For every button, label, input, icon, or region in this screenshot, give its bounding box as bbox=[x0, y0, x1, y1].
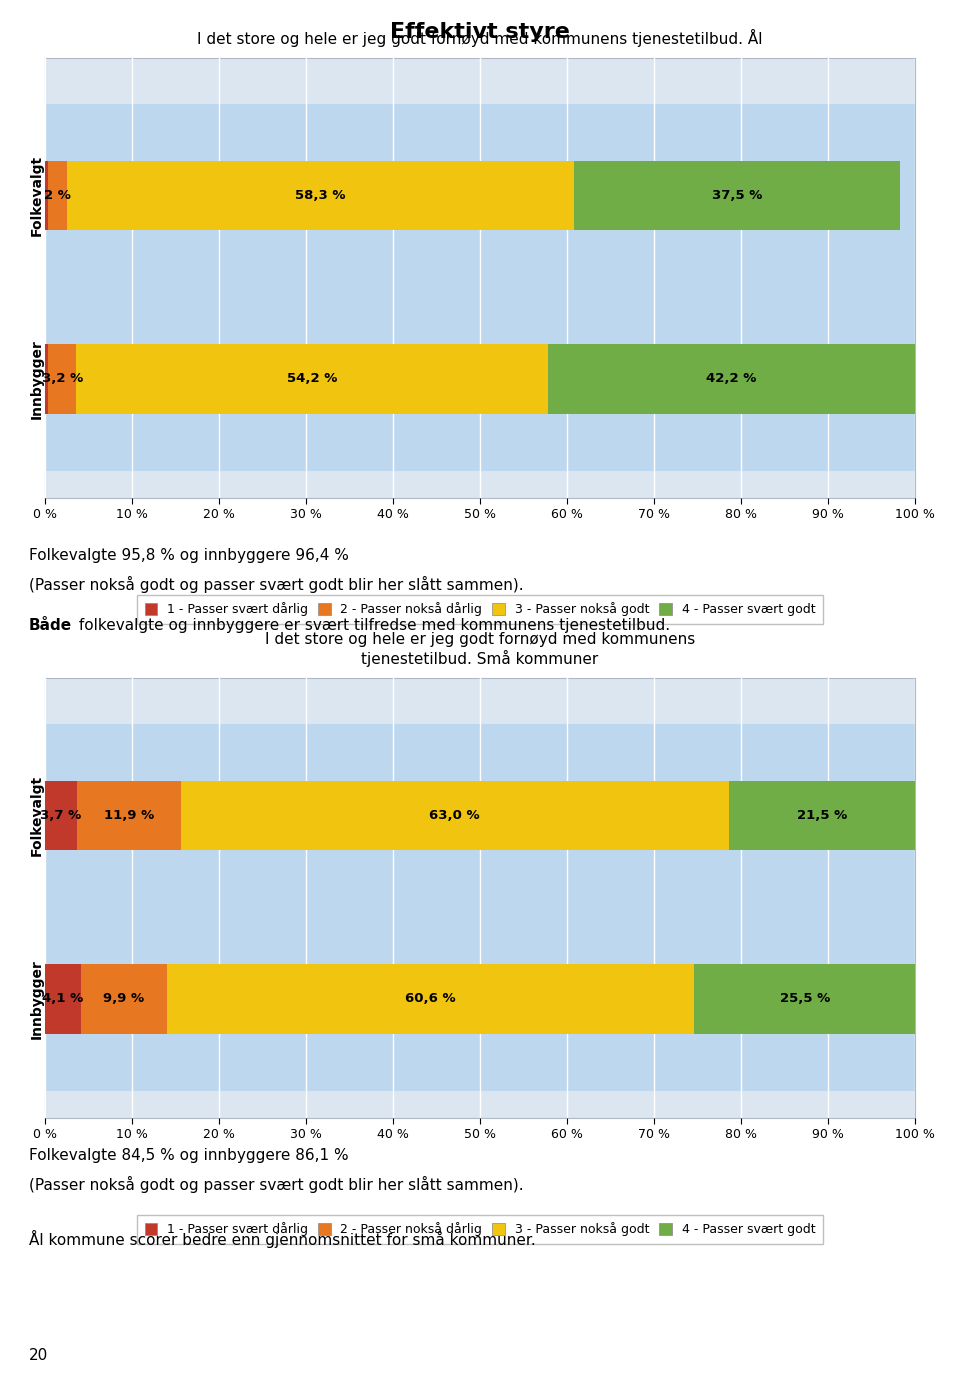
Text: Effektivt styre: Effektivt styre bbox=[390, 22, 570, 41]
Text: 60,6 %: 60,6 % bbox=[405, 992, 456, 1005]
Legend: 1 - Passer svært dårlig, 2 - Passer nokså dårlig, 3 - Passer nokså godt, 4 - Pas: 1 - Passer svært dårlig, 2 - Passer noks… bbox=[137, 594, 823, 623]
Text: 42,2 %: 42,2 % bbox=[707, 372, 756, 386]
Text: 63,0 %: 63,0 % bbox=[429, 808, 480, 822]
Text: 3,2 %: 3,2 % bbox=[42, 372, 83, 386]
Text: 11,9 %: 11,9 % bbox=[104, 808, 154, 822]
Bar bbox=[45, 724, 915, 907]
Text: 21,5 %: 21,5 % bbox=[797, 808, 848, 822]
Bar bbox=[81, 965, 167, 1034]
Title: I det store og hele er jeg godt fornøyd med kommunens
tjenestetilbud. Små kommun: I det store og hele er jeg godt fornøyd … bbox=[265, 633, 695, 668]
Text: 25,5 %: 25,5 % bbox=[780, 992, 830, 1005]
Bar bbox=[548, 344, 915, 413]
Title: I det store og hele er jeg godt fornøyd med kommunens tjenestetilbud. Ål: I det store og hele er jeg godt fornøyd … bbox=[197, 29, 763, 47]
Text: 4,1 %: 4,1 % bbox=[42, 992, 84, 1005]
Bar bbox=[574, 160, 900, 231]
Bar bbox=[45, 965, 81, 1034]
Text: Både: Både bbox=[29, 618, 72, 633]
Bar bbox=[48, 344, 77, 413]
Legend: 1 - Passer svært dårlig, 2 - Passer nokså dårlig, 3 - Passer nokså godt, 4 - Pas: 1 - Passer svært dårlig, 2 - Passer noks… bbox=[137, 1215, 823, 1244]
Text: 54,2 %: 54,2 % bbox=[287, 372, 337, 386]
Text: (Passer nokså godt og passer svært godt blir her slått sammen).: (Passer nokså godt og passer svært godt … bbox=[29, 1176, 523, 1193]
Text: 20: 20 bbox=[29, 1347, 48, 1363]
Text: Folkevalgte 84,5 % og innbyggere 86,1 %: Folkevalgte 84,5 % og innbyggere 86,1 % bbox=[29, 1148, 348, 1164]
Bar bbox=[77, 344, 548, 413]
Text: 2 %: 2 % bbox=[44, 189, 71, 202]
Bar bbox=[45, 907, 915, 1090]
Bar bbox=[48, 160, 67, 231]
Bar bbox=[67, 160, 574, 231]
Bar bbox=[45, 781, 77, 850]
Text: 3,7 %: 3,7 % bbox=[40, 808, 82, 822]
Text: 58,3 %: 58,3 % bbox=[295, 189, 346, 202]
Bar bbox=[694, 965, 916, 1034]
Text: (Passer nokså godt og passer svært godt blir her slått sammen).: (Passer nokså godt og passer svært godt … bbox=[29, 576, 523, 593]
Text: folkevalgte og innbyggere er svært tilfredse med kommunens tjenestetilbud.: folkevalgte og innbyggere er svært tilfr… bbox=[74, 618, 670, 633]
Bar bbox=[180, 781, 729, 850]
Text: Ål kommune scorer bedre enn gjennomsnittet for små kommuner.: Ål kommune scorer bedre enn gjennomsnitt… bbox=[29, 1230, 536, 1248]
Bar bbox=[77, 781, 180, 850]
Bar bbox=[45, 344, 48, 413]
Bar bbox=[167, 965, 694, 1034]
Bar bbox=[729, 781, 916, 850]
Text: Folkevalgte 95,8 % og innbyggere 96,4 %: Folkevalgte 95,8 % og innbyggere 96,4 % bbox=[29, 549, 348, 562]
Text: 37,5 %: 37,5 % bbox=[712, 189, 762, 202]
Bar bbox=[45, 160, 48, 231]
Bar bbox=[45, 104, 915, 287]
Text: 9,9 %: 9,9 % bbox=[103, 992, 144, 1005]
Bar bbox=[45, 287, 915, 470]
